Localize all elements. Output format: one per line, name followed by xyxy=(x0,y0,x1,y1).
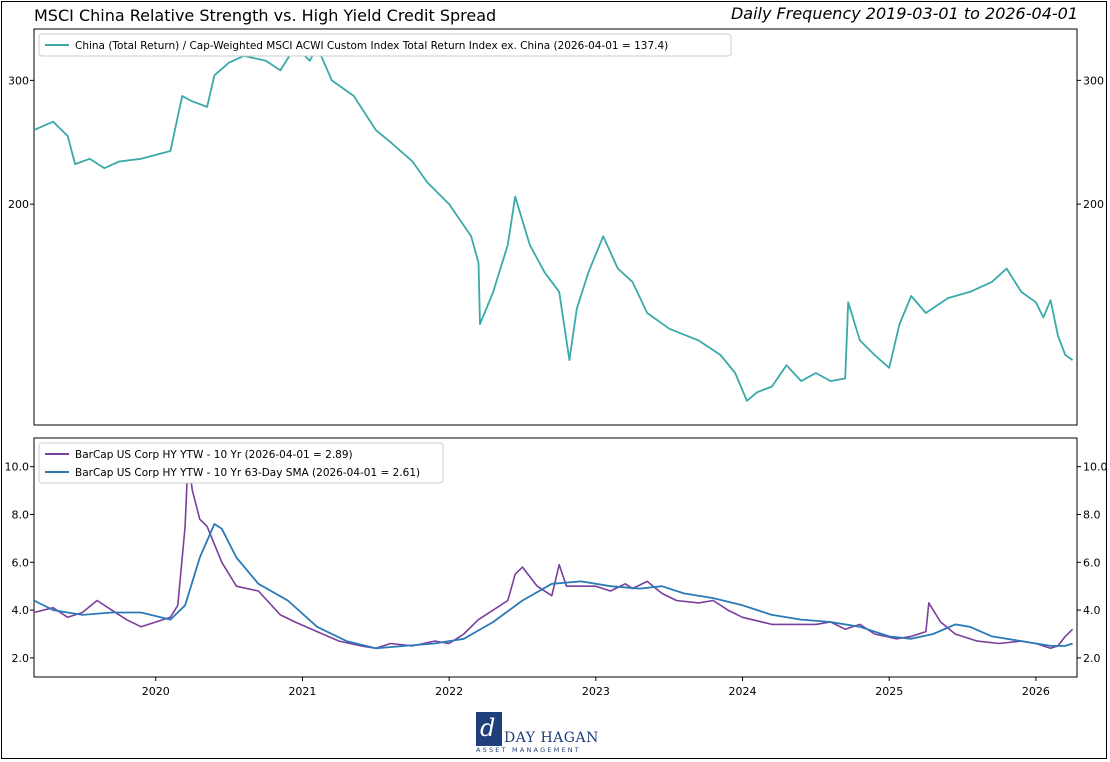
logo-mark-icon: d xyxy=(476,712,502,746)
x-tick-label: 2023 xyxy=(582,685,610,698)
x-tick-label: 2025 xyxy=(875,685,903,698)
x-tick-label: 2021 xyxy=(288,685,316,698)
y-tick-label-left: 10.0 xyxy=(5,461,30,474)
y-tick-label-right: 6.0 xyxy=(1083,556,1101,569)
y-tick-label-right: 300 xyxy=(1083,74,1104,87)
hy-spread-line xyxy=(33,458,1074,650)
x-tick-label: 2020 xyxy=(142,685,170,698)
china-ratio-line xyxy=(33,45,1074,402)
y-tick-label-left: 6.0 xyxy=(12,556,30,569)
y-tick-label-left: 2.0 xyxy=(12,652,30,665)
chart-title: MSCI China Relative Strength vs. High Yi… xyxy=(34,6,497,25)
legend-entry: BarCap US Corp HY YTW - 10 Yr (2026-04-0… xyxy=(75,449,353,461)
legend-entry: BarCap US Corp HY YTW - 10 Yr 63-Day SMA… xyxy=(75,467,420,479)
x-tick-label: 2026 xyxy=(1022,685,1050,698)
legend-entry: China (Total Return) / Cap-Weighted MSCI… xyxy=(75,40,668,52)
y-tick-label-right: 2.0 xyxy=(1083,652,1101,665)
logo-name: DAY HAGAN xyxy=(504,730,599,746)
y-tick-label-right: 8.0 xyxy=(1083,508,1101,521)
logo-tagline: ASSET MANAGEMENT xyxy=(476,746,581,754)
y-tick-label-left: 4.0 xyxy=(12,604,30,617)
hy-spread-sma-line xyxy=(33,523,1073,650)
x-tick-label: 2024 xyxy=(729,685,757,698)
y-tick-label-left: 200 xyxy=(8,198,29,211)
y-tick-label-left: 300 xyxy=(8,74,29,87)
y-tick-label-right: 4.0 xyxy=(1083,604,1101,617)
top-legend xyxy=(38,33,732,57)
y-tick-label-left: 8.0 xyxy=(12,508,30,521)
y-tick-label-right: 10.0 xyxy=(1083,461,1108,474)
bottom-legend xyxy=(38,442,444,484)
bottom-plot-area xyxy=(33,437,1078,678)
y-tick-label-right: 200 xyxy=(1083,198,1104,211)
chart-subtitle: Daily Frequency 2019-03-01 to 2026-04-01 xyxy=(730,4,1078,23)
x-tick-label: 2022 xyxy=(435,685,463,698)
company-logo: d DAY HAGAN ASSET MANAGEMENT xyxy=(476,712,606,756)
top-plot-area xyxy=(33,28,1078,426)
